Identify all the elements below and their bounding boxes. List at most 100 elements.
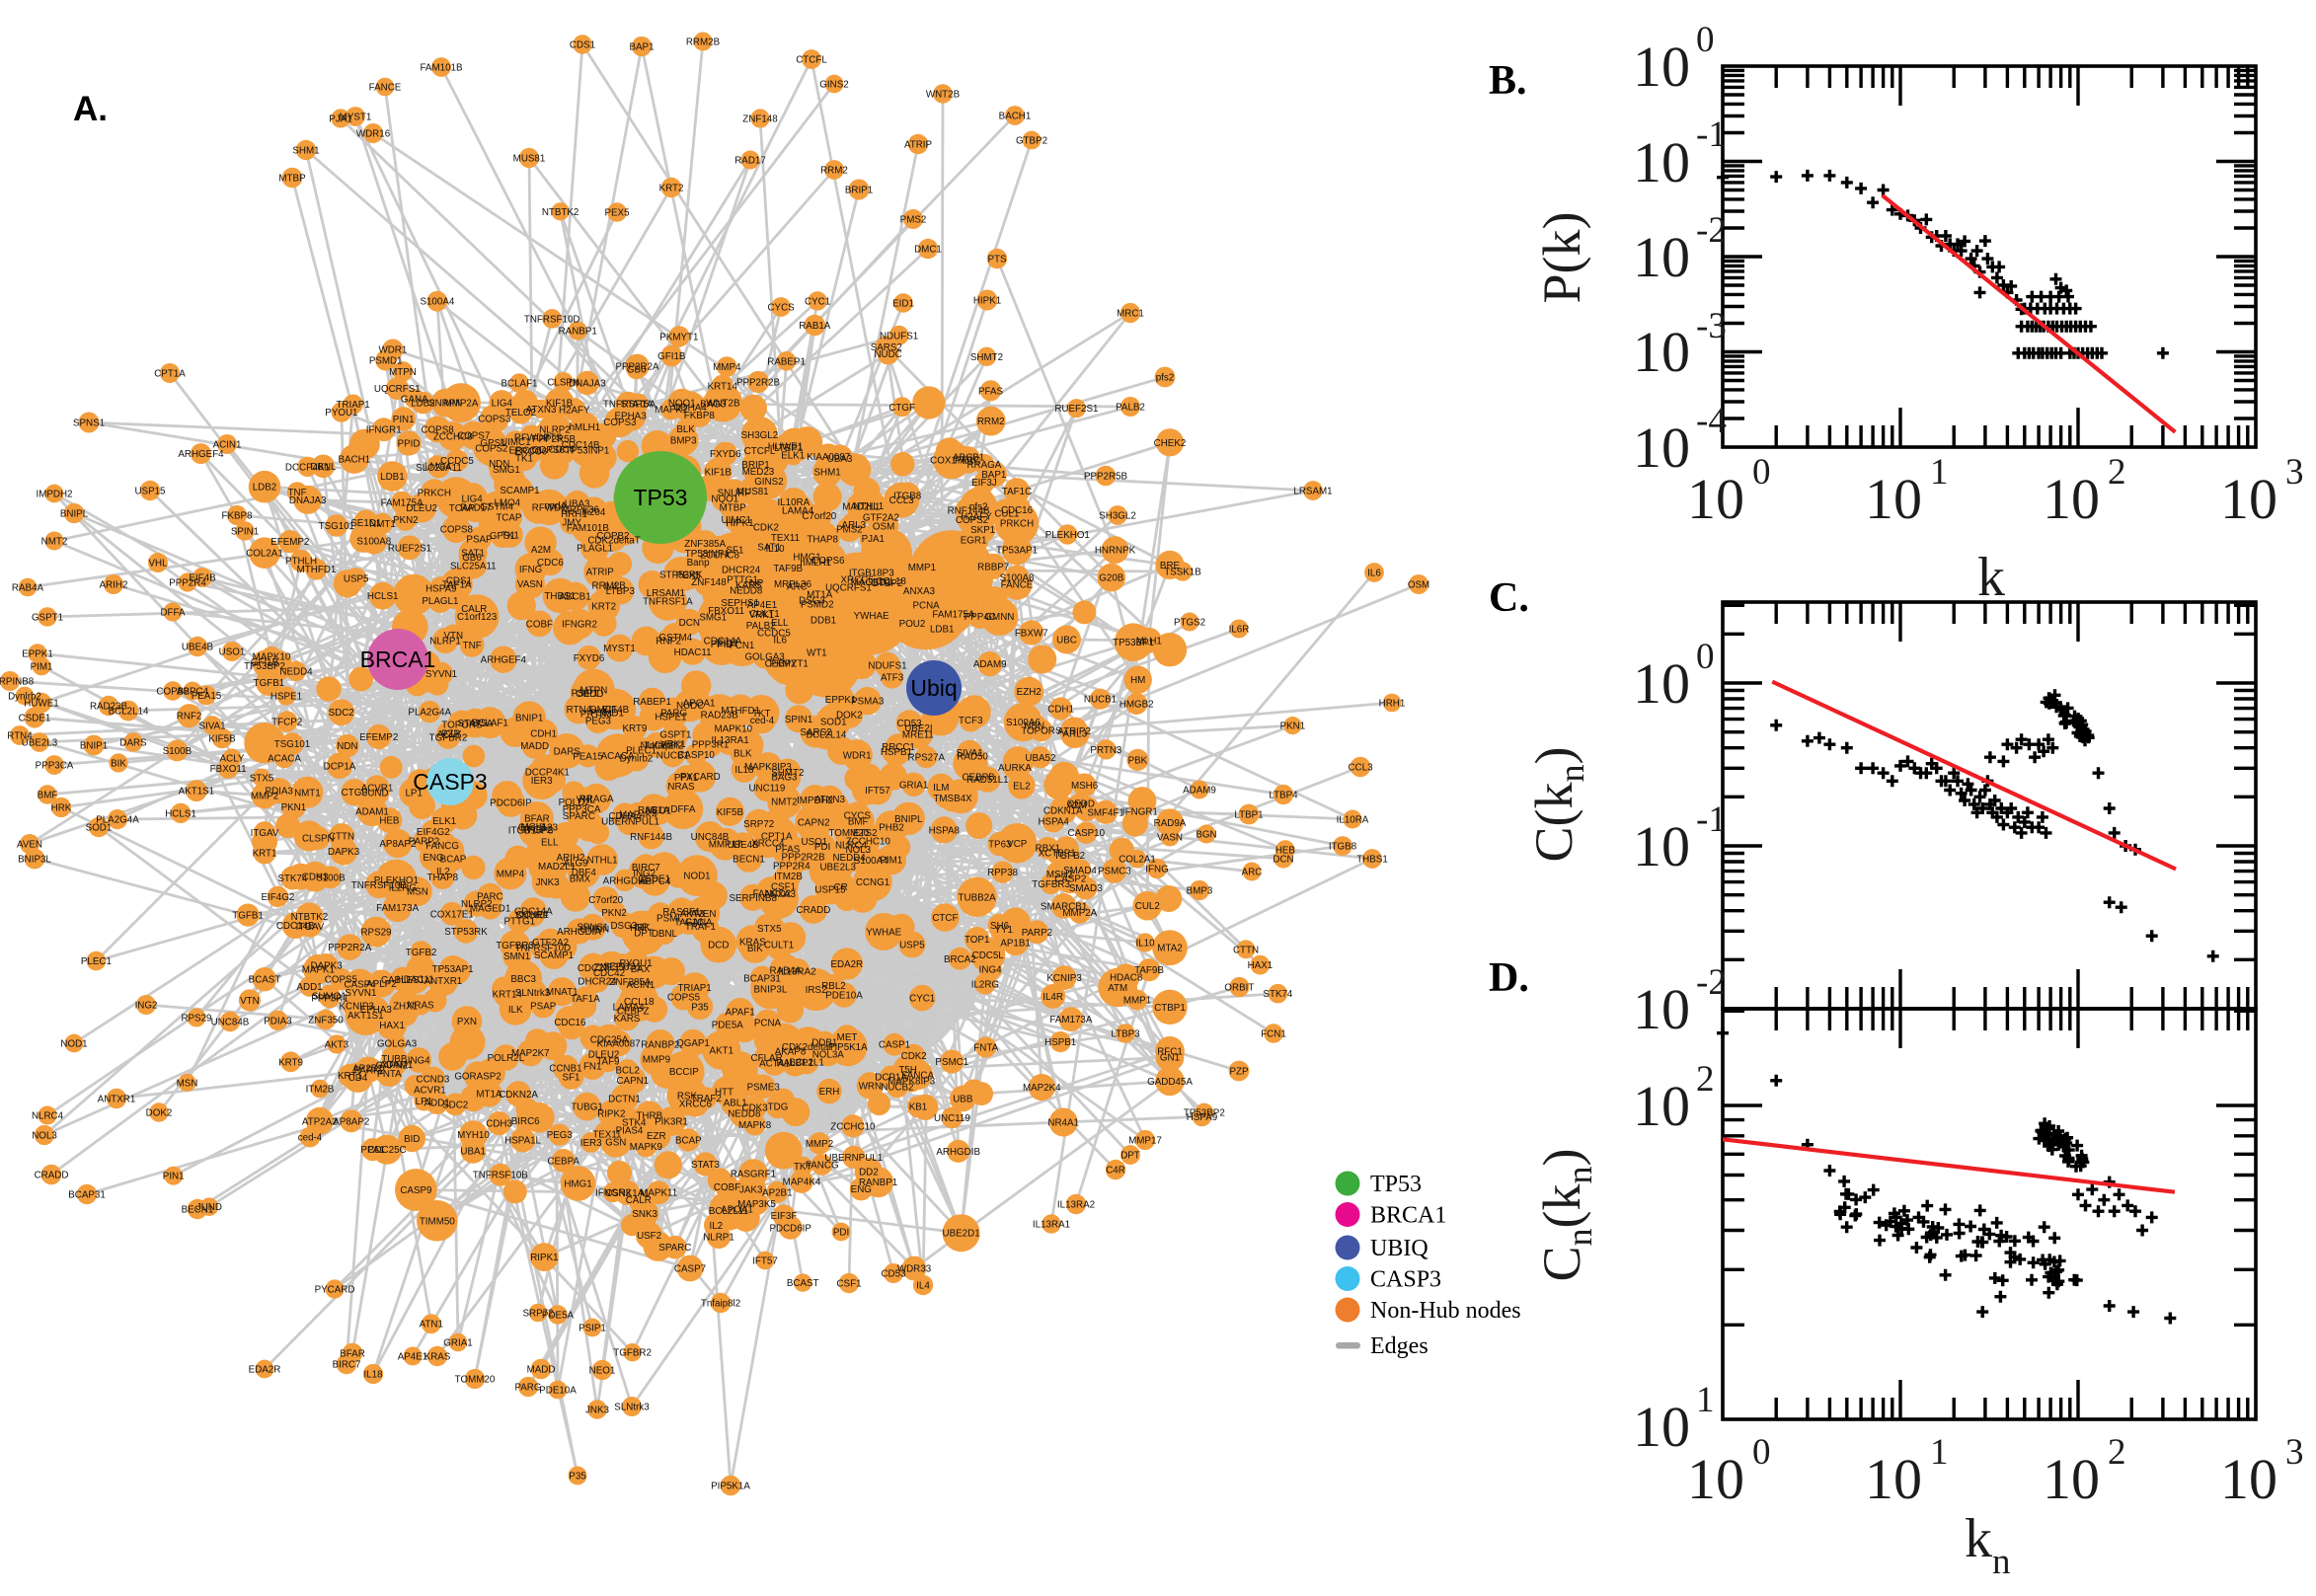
svg-text:UBE4B: UBE4B [182,643,214,653]
svg-text:10: 10 [1633,130,1690,194]
svg-text:PLAGL1: PLAGL1 [422,596,458,607]
svg-text:GRIA1: GRIA1 [899,780,928,791]
svg-text:RRM2: RRM2 [820,166,848,177]
svg-text:CHEK2: CHEK2 [1154,438,1187,449]
svg-text:GORASP2: GORASP2 [454,1071,501,1082]
svg-text:BCCIP: BCCIP [669,1067,699,1078]
svg-text:HSPA1L: HSPA1L [504,1135,541,1146]
svg-text:USP5: USP5 [899,940,925,950]
svg-text:CUL2: CUL2 [1135,901,1160,912]
svg-text:ETS2: ETS2 [853,828,878,839]
svg-text:JNK3: JNK3 [536,877,561,888]
svg-text:NP: NP [635,923,649,934]
svg-text:HM: HM [1130,675,1145,686]
svg-text:AKT3: AKT3 [325,1040,349,1051]
svg-text:ANTXR1: ANTXR1 [98,1094,136,1104]
svg-text:DPT: DPT [1120,1151,1140,1162]
svg-text:STAT3: STAT3 [691,1160,721,1171]
svg-text:HMGB2: HMGB2 [1119,699,1154,710]
svg-text:FXYD6: FXYD6 [710,449,741,460]
svg-text:FXYD6: FXYD6 [574,653,605,664]
svg-text:FAM101B: FAM101B [420,63,462,74]
svg-text:UBE2L3: UBE2L3 [819,862,856,873]
svg-text:BBC3: BBC3 [510,974,536,985]
svg-text:SAT1: SAT1 [461,549,485,560]
svg-text:ced-4: ced-4 [298,1133,323,1144]
svg-text:MAPK1: MAPK1 [655,405,687,416]
svg-text:NMT1: NMT1 [369,519,396,530]
svg-text:BCAP31: BCAP31 [68,1190,106,1201]
svg-text:ARHGDIB: ARHGDIB [936,1147,980,1158]
svg-text:PSMC3: PSMC3 [1098,867,1131,877]
svg-text:RBL2: RBL2 [821,981,846,992]
svg-text:PSMD1: PSMD1 [369,356,403,367]
svg-text:RABEP1: RABEP1 [767,356,806,367]
svg-text:PEG3: PEG3 [585,717,612,727]
svg-text:MMP2A: MMP2A [1062,908,1097,919]
svg-text:TGFB1: TGFB1 [254,678,285,689]
svg-text:NR4A1: NR4A1 [1047,1118,1079,1129]
svg-text:CPT1A: CPT1A [154,369,186,380]
svg-text:KRT9: KRT9 [622,723,647,734]
svg-text:ACLY: ACLY [220,754,245,765]
svg-text:HUWE1: HUWE1 [24,699,58,710]
svg-text:RASGRF1: RASGRF1 [731,1170,776,1180]
svg-text:RPS29: RPS29 [181,1014,211,1025]
svg-text:NMT2: NMT2 [41,537,68,548]
svg-text:KIAA0087: KIAA0087 [597,1039,641,1050]
svg-text:COPS8: COPS8 [440,524,474,535]
svg-text:RAD9A: RAD9A [1154,818,1187,829]
svg-text:DMC1: DMC1 [914,245,942,256]
svg-text:ORBIT: ORBIT [1224,983,1254,994]
svg-text:MET: MET [837,1032,858,1043]
svg-text:LTBP1: LTBP1 [1234,810,1263,821]
svg-text:SF1: SF1 [563,1073,580,1084]
svg-text:WDR1: WDR1 [378,345,407,356]
svg-text:PPP3R1: PPP3R1 [311,994,348,1005]
svg-text:TSSK1B: TSSK1B [1164,568,1201,578]
svg-text:CDC6: CDC6 [537,558,564,569]
svg-text:KRT9: KRT9 [278,1057,303,1068]
svg-text:PIN1: PIN1 [163,1172,185,1182]
svg-text:PKN1: PKN1 [281,802,307,813]
svg-text:BRCA1: BRCA1 [360,646,436,672]
svg-text:PSMD2: PSMD2 [801,600,834,611]
svg-text:NLRC4: NLRC4 [32,1111,64,1122]
svg-text:PHB2: PHB2 [879,822,904,833]
svg-text:PDCD6IP: PDCD6IP [769,1223,811,1234]
svg-text:ATRIP: ATRIP [586,568,615,578]
svg-text:A2M: A2M [531,545,551,556]
svg-text:TGFB1: TGFB1 [232,911,264,922]
svg-text:BLK: BLK [676,424,695,435]
svg-text:EIF3J: EIF3J [971,478,997,489]
svg-text:PLAGL1: PLAGL1 [577,544,613,555]
svg-text:C4R: C4R [1106,1166,1125,1177]
svg-text:RRM2: RRM2 [977,417,1005,427]
svg-text:MMP1: MMP1 [908,563,936,573]
svg-text:BFAR: BFAR [340,1349,365,1360]
svg-text:B.: B. [1489,58,1527,104]
svg-text:HSPE1: HSPE1 [655,712,686,722]
svg-text:USO1: USO1 [802,837,828,848]
svg-text:ACVR1: ACVR1 [414,1086,446,1097]
svg-text:SH3GL2: SH3GL2 [1099,511,1136,522]
svg-text:IFNGR1: IFNGR1 [366,425,402,436]
svg-text:DCCP4K1: DCCP4K1 [285,462,330,473]
svg-text:PLEC1: PLEC1 [626,745,656,756]
svg-text:POLD2: POLD2 [559,798,590,808]
svg-text:GADD45A: GADD45A [1147,1077,1193,1088]
svg-text:PEG3: PEG3 [547,1130,574,1141]
svg-text:BCLAF1: BCLAF1 [501,379,537,390]
svg-text:ARHGEF4: ARHGEF4 [178,449,224,460]
svg-text:NUCB1: NUCB1 [656,750,689,761]
svg-text:FAM173A: FAM173A [1049,1015,1092,1026]
svg-text:HRK: HRK [51,803,72,814]
svg-text:IFT57: IFT57 [865,786,890,797]
svg-text:CSF1: CSF1 [836,1279,861,1290]
svg-text:UBB: UBB [953,1095,973,1105]
svg-text:MTBP: MTBP [278,174,306,185]
svg-text:PPP3CA: PPP3CA [36,761,74,772]
svg-text:FAM173A: FAM173A [376,903,419,914]
svg-text:RNF2: RNF2 [656,637,681,647]
svg-text:SMAD3: SMAD3 [1069,883,1103,894]
